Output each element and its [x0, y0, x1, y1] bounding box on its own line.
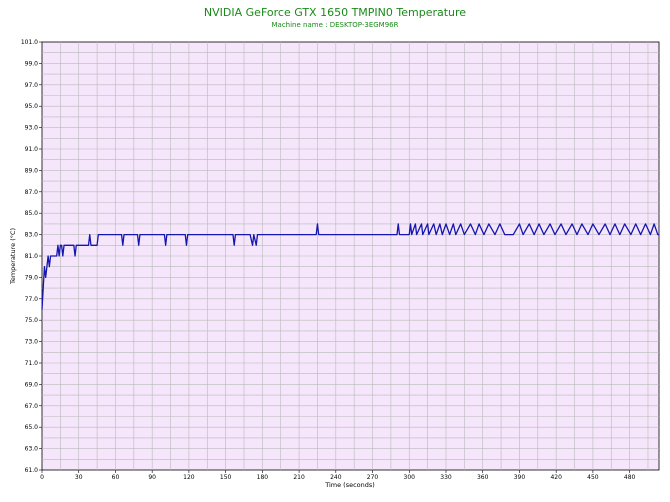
y-tick-label: 85.0 — [25, 210, 39, 217]
temperature-series-line — [41, 223, 659, 310]
x-tick-label: 30 — [75, 474, 83, 481]
y-tick-label: 77.0 — [25, 296, 39, 303]
x-tick-label: 180 — [257, 474, 269, 481]
chart-title: NVIDIA GeForce GTX 1650 TMPIN0 Temperatu… — [204, 6, 466, 19]
x-tick-label: 60 — [112, 474, 120, 481]
x-tick-label: 390 — [514, 474, 526, 481]
y-tick-label: 99.0 — [25, 60, 39, 67]
y-tick-label: 89.0 — [25, 167, 39, 174]
y-axis-label: Temperature (°C) — [9, 228, 17, 285]
x-axis-ticks: 0 30 60 90 120 150 180 210 240 270 300 330 360 390 420… — [40, 470, 636, 481]
x-tick-label: 150 — [220, 474, 232, 481]
x-tick-label: 120 — [183, 474, 195, 481]
y-tick-label: 79.0 — [25, 274, 39, 281]
y-tick-label: 71.0 — [25, 360, 39, 367]
y-tick-label: 61.0 — [25, 467, 39, 474]
y-tick-label: 101.0 — [21, 39, 38, 46]
y-tick-label: 95.0 — [25, 103, 39, 110]
y-tick-label: 65.0 — [25, 424, 39, 431]
x-tick-label: 300 — [404, 474, 416, 481]
x-tick-label: 270 — [367, 474, 379, 481]
x-tick-label: 240 — [330, 474, 342, 481]
x-tick-label: 420 — [550, 474, 562, 481]
y-tick-label: 69.0 — [25, 381, 39, 388]
y-tick-label: 63.0 — [25, 446, 39, 453]
y-axis-ticks: 61.0 63.0 65.0 67.0 69.0 71.0 73.0 75.0 77.0 79.0… — [21, 39, 42, 474]
y-tick-label: 81.0 — [25, 253, 39, 260]
y-tick-label: 93.0 — [25, 125, 39, 132]
series-group — [41, 223, 659, 310]
y-tick-label: 75.0 — [25, 317, 39, 324]
chart-subtitle: Machine name : DESKTOP-3EGM96R — [272, 21, 399, 29]
y-tick-label: 67.0 — [25, 403, 39, 410]
x-tick-label: 330 — [440, 474, 452, 481]
x-tick-label: 450 — [587, 474, 599, 481]
x-tick-label: 90 — [148, 474, 156, 481]
y-tick-label: 91.0 — [25, 146, 39, 153]
x-tick-label: 360 — [477, 474, 489, 481]
x-tick-label: 0 — [40, 474, 44, 481]
x-tick-label: 210 — [293, 474, 305, 481]
grid-lines — [42, 42, 659, 470]
y-tick-label: 73.0 — [25, 339, 39, 346]
y-tick-label: 83.0 — [25, 232, 39, 239]
y-tick-label: 97.0 — [25, 82, 39, 89]
x-axis-label: Time (seconds) — [324, 481, 375, 489]
y-tick-label: 87.0 — [25, 189, 39, 196]
x-tick-label: 480 — [624, 474, 636, 481]
